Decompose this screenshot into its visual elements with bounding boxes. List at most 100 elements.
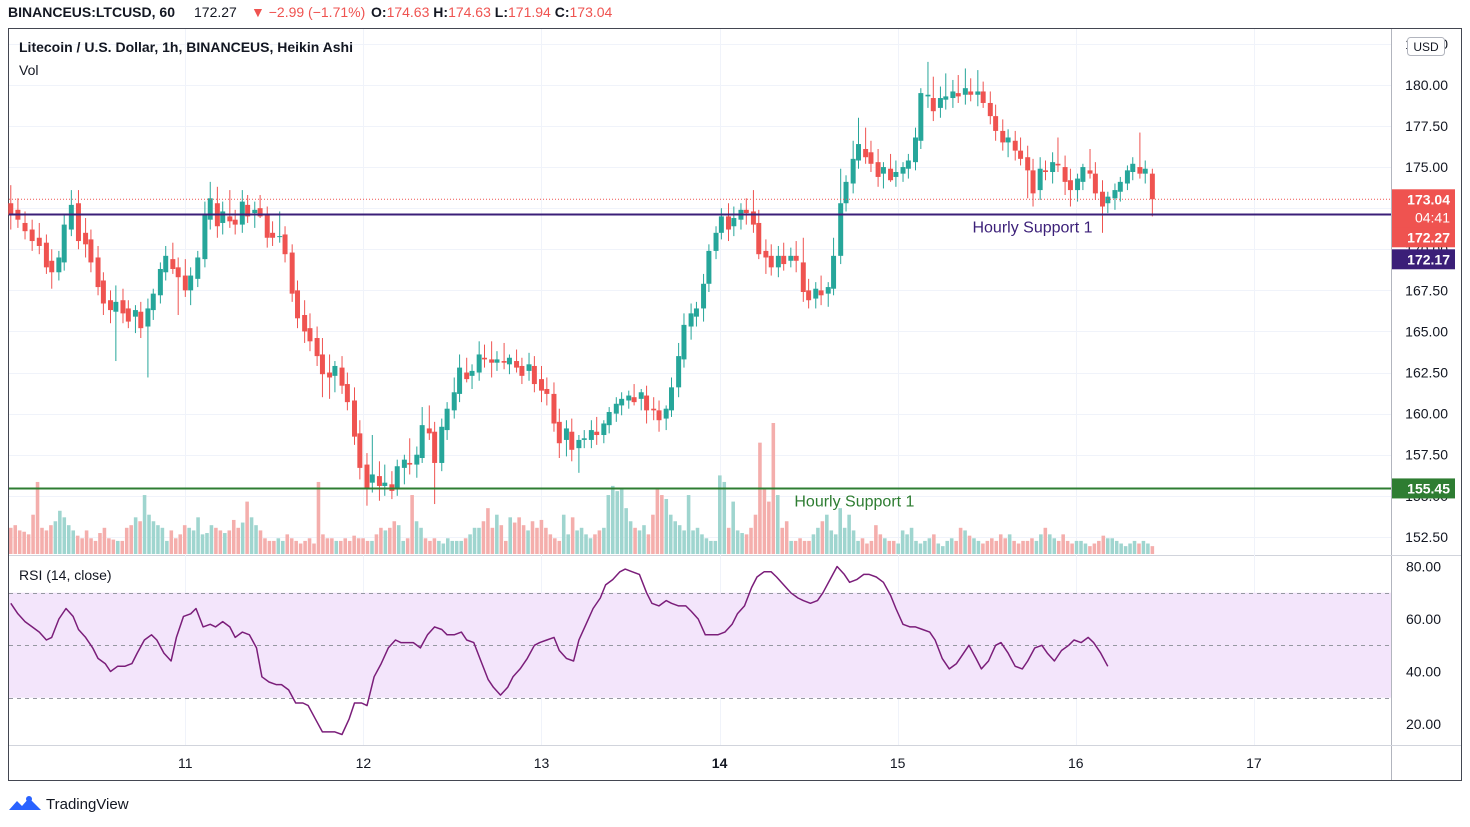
price-tick-label: 165.00 [1405, 323, 1448, 339]
volume-bar [1123, 546, 1128, 554]
volume-bar [602, 527, 606, 554]
volume-bar [798, 538, 802, 554]
candle-body [514, 361, 520, 368]
last-close-tag-label: 173.04 [1407, 191, 1450, 207]
candle-body [295, 290, 301, 319]
candle-body [706, 250, 712, 284]
volume-bar [200, 534, 205, 554]
candle-body [68, 204, 74, 230]
volume-bar [891, 540, 896, 554]
rsi-axis[interactable]: 80.00 60.00 40.00 20.00 [1406, 559, 1441, 733]
volume-bar [1141, 540, 1146, 554]
support-lines[interactable]: Hourly Support 1 Hourly Support 1 [9, 213, 1391, 511]
time-tick-label: 13 [534, 755, 550, 771]
volume-bar [660, 495, 664, 554]
volume-bar [316, 481, 321, 554]
ohlc-values: O:174.63 H:174.63 L:171.94 C:173.04 [371, 4, 613, 20]
candle-body [943, 96, 949, 100]
volume-bar [40, 527, 44, 554]
candle-body [681, 324, 687, 360]
candle-body [756, 222, 762, 255]
candle-body [588, 430, 594, 440]
high-value: 174.63 [448, 4, 491, 20]
volume-bars [8, 423, 1155, 554]
chart-title[interactable]: Litecoin / U.S. Dollar, 1h, BINANCEUS, H… [19, 39, 353, 55]
volume-bar [205, 533, 209, 554]
candle-body [813, 288, 819, 299]
symbol-name[interactable]: BINANCEUS:LTCUSD, 60 [8, 4, 175, 20]
rsi-tick-label: 20.00 [1406, 716, 1441, 732]
volume-bar [758, 442, 762, 554]
volume-bar [245, 501, 249, 554]
volume-bar [740, 533, 744, 554]
volume-bar [793, 540, 798, 554]
candle-body [501, 361, 507, 363]
price-tick-label: 175.00 [1405, 159, 1448, 175]
candle-body [631, 397, 637, 403]
rsi-indicator-label[interactable]: RSI (14, close) [19, 567, 112, 583]
volume-bar [285, 534, 290, 554]
candle-body [1117, 181, 1123, 192]
candle-body [663, 408, 669, 419]
time-tick-label: 12 [356, 755, 372, 771]
volume-indicator-label[interactable]: Vol [19, 62, 39, 78]
volume-bar [780, 527, 785, 554]
currency-badge[interactable]: USD [1407, 37, 1445, 56]
candle-body [289, 252, 295, 294]
volume-bar [775, 495, 780, 554]
volume-bar [111, 539, 116, 554]
candle-body [868, 152, 874, 164]
volume-bar [214, 527, 218, 554]
volume-bar [963, 530, 967, 554]
volume-bar [575, 530, 579, 554]
tradingview-logo[interactable]: TradingView [8, 793, 129, 815]
volume-bar [940, 546, 945, 554]
volume-bar [887, 540, 892, 554]
volume-bar [490, 527, 495, 554]
volume-bar [557, 540, 562, 554]
volume-bar [1061, 534, 1065, 554]
volume-bar [218, 530, 223, 554]
volume-bar [990, 538, 994, 554]
volume-bar [240, 522, 245, 554]
volume-bar [84, 530, 89, 554]
volume-bar [691, 530, 695, 554]
volume-bar [905, 534, 909, 554]
volume-bar [352, 535, 356, 554]
candle-body [182, 275, 188, 291]
volume-bar [695, 527, 700, 554]
volume-bar [361, 538, 365, 554]
candle-body [638, 392, 644, 399]
candle-body [202, 214, 208, 260]
volume-bar [1007, 534, 1012, 554]
volume-bar [26, 534, 31, 554]
candle-body [1012, 140, 1018, 151]
volume-bar [530, 521, 535, 554]
candle-body [432, 431, 438, 463]
candle-body [781, 255, 787, 265]
volume-bar [169, 530, 174, 554]
volume-bar [294, 540, 298, 554]
volume-bar [1065, 540, 1070, 554]
candle-body [1092, 173, 1098, 194]
volume-bar [628, 521, 633, 554]
close-value: 173.04 [569, 4, 613, 20]
volume-bar [1003, 538, 1007, 554]
volume-bar [334, 540, 339, 554]
volume-bar [1092, 543, 1097, 554]
low-value: 171.94 [508, 4, 551, 20]
candle-body [451, 392, 457, 411]
candle-body [1130, 163, 1136, 173]
volume-bar [62, 517, 67, 554]
volume-bar [44, 530, 49, 554]
time-axis[interactable]: 11 12 13 14 15 16 17 [178, 755, 1262, 771]
volume-bar [1056, 540, 1061, 554]
candle-body [482, 357, 488, 360]
candle-body [352, 400, 357, 437]
candle-body [1112, 190, 1118, 199]
candle-body [676, 356, 682, 388]
candle-body [36, 237, 42, 246]
volume-bar [954, 540, 958, 554]
volume-bar [58, 510, 62, 554]
